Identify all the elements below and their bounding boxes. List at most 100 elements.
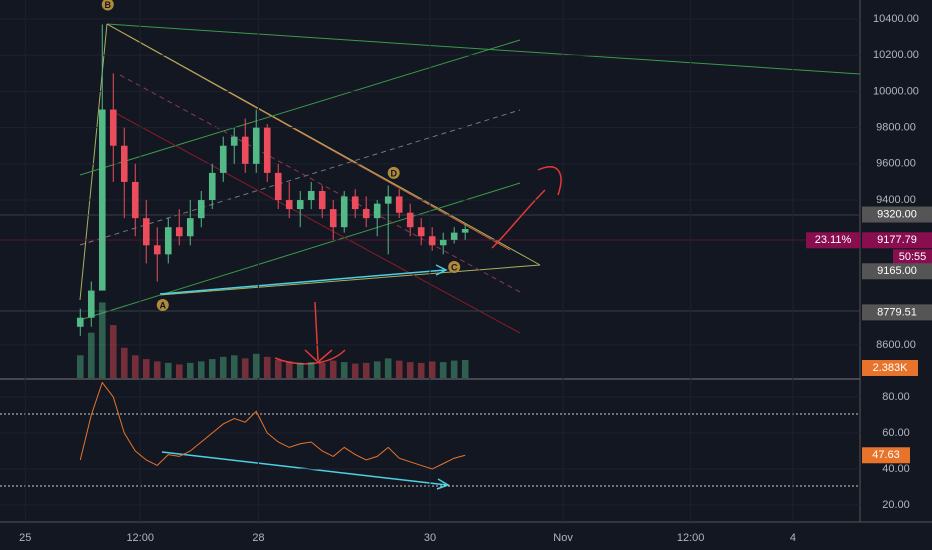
price-badge-label: 9177.79 [877, 234, 917, 246]
price-badge-label: 9320.00 [877, 208, 917, 220]
candle-body [252, 127, 260, 164]
volume-badge-label: 2.383K [873, 362, 909, 374]
y-tick-label: 8600.00 [876, 339, 916, 351]
candle-body [461, 229, 469, 233]
price-badge-label: 9165.00 [877, 265, 917, 277]
forecast-arrow [491, 189, 546, 249]
percent-badge-label: 23.11% [815, 234, 852, 246]
point-label: D [390, 168, 397, 178]
point-label: C [451, 262, 458, 272]
volume-bar [131, 355, 139, 378]
channel-line [119, 74, 521, 293]
rsi-tick-label: 80.00 [882, 391, 910, 403]
volume-bar [351, 363, 359, 378]
x-tick-label: 25 [19, 532, 31, 544]
volume-bar [373, 361, 381, 378]
rsi-tick-label: 40.00 [882, 463, 910, 475]
volume-bar [274, 359, 282, 378]
volume-bar [263, 356, 271, 378]
volume-bar [450, 360, 458, 378]
trend-line [159, 264, 541, 296]
volume-bar [197, 361, 205, 378]
volume-bar [175, 364, 183, 378]
x-tick-label: 30 [424, 532, 436, 544]
countdown-badge [893, 249, 932, 266]
volume-bar [329, 360, 337, 378]
candle-body [87, 290, 95, 318]
candle-body [197, 200, 205, 219]
candle-body [406, 212, 414, 228]
rsi-badge [862, 447, 910, 464]
hand-drawn-mark [274, 301, 346, 365]
candle-body [109, 109, 117, 146]
candle-body [428, 236, 436, 246]
volume-bar [120, 347, 128, 378]
price-badge [862, 304, 932, 321]
candle-body [274, 172, 282, 201]
point-label: A [160, 300, 167, 310]
volume-bar [362, 362, 370, 378]
x-tick-label: 28 [252, 532, 264, 544]
candle-body [120, 145, 128, 182]
volume-bar [307, 362, 315, 378]
channel-line [109, 109, 521, 334]
candle-body [164, 227, 172, 255]
candle-body [307, 190, 315, 201]
arrow-head [436, 478, 450, 490]
divergence-arrow [161, 451, 448, 486]
volume-bar [417, 362, 425, 378]
candle-body [395, 196, 403, 213]
candle-body [219, 145, 227, 173]
y-tick-label: 9800.00 [876, 122, 916, 134]
candle-body [351, 196, 359, 210]
volume-bar [109, 325, 117, 378]
volume-bar [142, 359, 150, 378]
rsi-tick-label: 20.00 [882, 499, 910, 511]
volume-bar [296, 362, 304, 378]
rsi-line [79, 381, 466, 470]
candle-body [263, 127, 271, 173]
y-tick-label: 9400.00 [876, 194, 916, 206]
volume-bar [252, 353, 260, 378]
volume-bar [285, 361, 293, 378]
volume-bar [439, 362, 447, 378]
volume-bar [87, 332, 95, 378]
price-badge [862, 206, 932, 223]
volume-bar [428, 361, 436, 378]
volume-bar [395, 360, 403, 378]
price-badge [862, 263, 932, 280]
point-marker [448, 261, 461, 274]
candle-body [285, 200, 293, 210]
candle-body [76, 317, 84, 327]
point-marker [387, 166, 400, 179]
volume-bar [164, 362, 172, 378]
candle-body [329, 209, 337, 228]
candle-body [450, 232, 458, 240]
candle-body [186, 218, 194, 237]
trend-line [106, 23, 541, 266]
channel-line [79, 39, 521, 176]
arrow-head [435, 264, 448, 276]
candle-body [362, 209, 370, 219]
channel-line [79, 109, 521, 246]
volume-bar [461, 359, 469, 378]
price-badge-label: 8779.51 [877, 306, 917, 318]
volume-bar [318, 362, 326, 378]
divergence-arrow [159, 269, 446, 295]
volume-badge [862, 359, 918, 376]
price-badge [862, 232, 932, 249]
volume-bar [219, 356, 227, 378]
volume-bar [186, 362, 194, 378]
candle-body [208, 172, 216, 201]
volume-bar [76, 355, 84, 378]
channel-line [79, 182, 521, 321]
point-marker [101, 0, 114, 11]
candle-body [230, 136, 238, 146]
volume-bar [340, 362, 348, 378]
candle-body [142, 218, 150, 246]
y-tick-label: 10000.00 [873, 85, 919, 97]
volume-bar [241, 358, 249, 378]
candle-body [340, 196, 348, 228]
percent-badge [806, 232, 860, 249]
